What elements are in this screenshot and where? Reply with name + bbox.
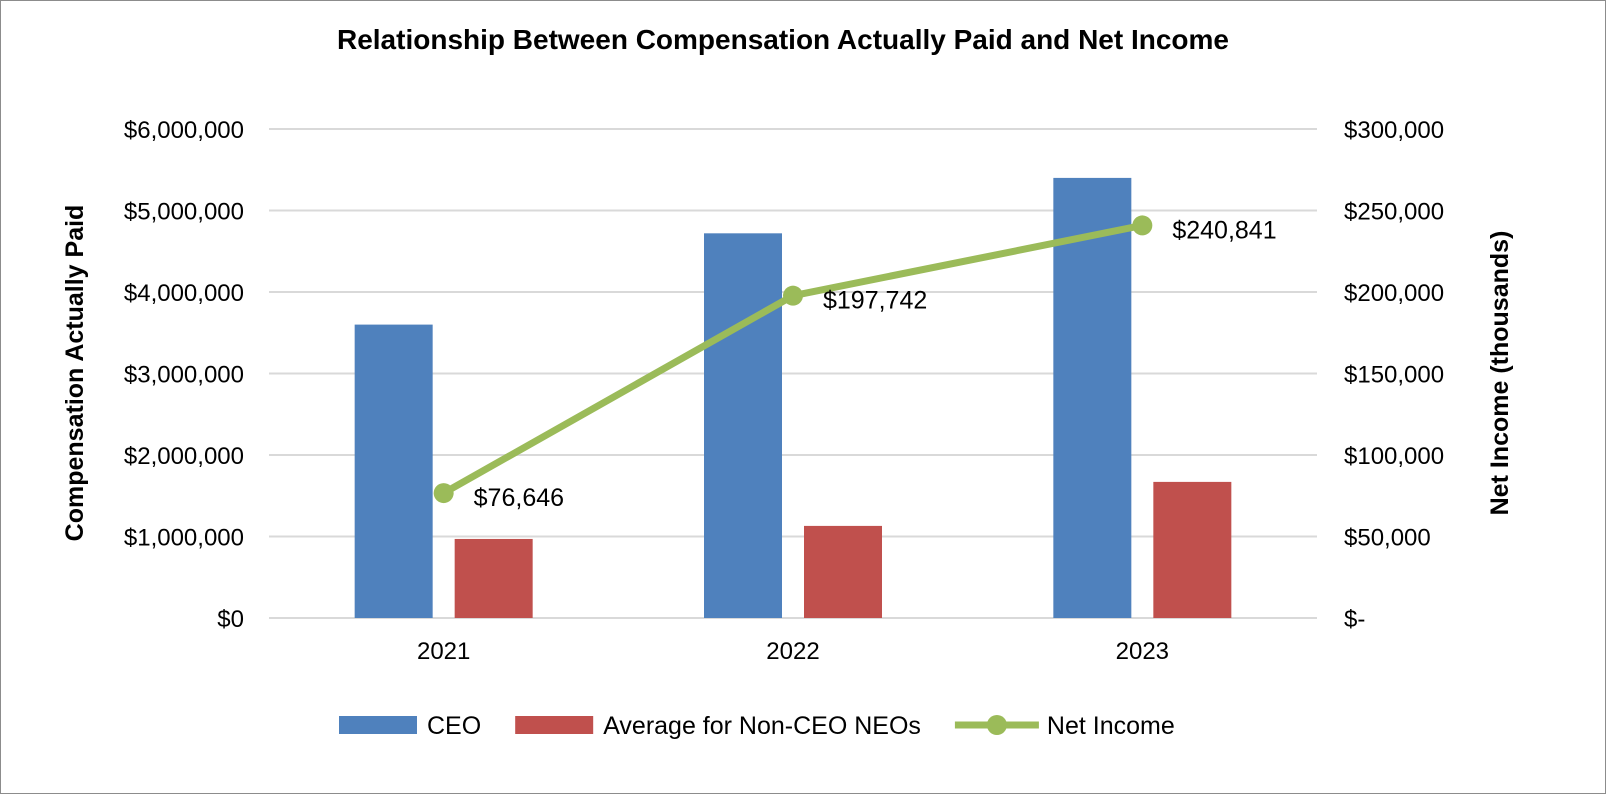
y-tick-label: $0 (217, 606, 244, 633)
legend: CEO Average for Non-CEO NEOs Net Income (339, 712, 1175, 740)
legend-swatch (515, 716, 594, 734)
legend-swatch-marker (986, 715, 1007, 735)
y2-tick-label: $200,000 (1344, 280, 1444, 307)
legend-label: Net Income (1047, 712, 1175, 740)
y-tick-label: $6,000,000 (124, 117, 244, 144)
net-income-data-label: $76,646 (474, 484, 564, 512)
axes: $0 $- $1,000,000 $50,000 $2,000,000 $100,000 $… (124, 117, 1444, 665)
net-income-line-path (441, 221, 1144, 497)
bar-average-for-non-ceo-neos-2022 (804, 525, 882, 618)
bar-ceo-2022 (704, 233, 782, 618)
x-tick-label: 2022 (766, 638, 819, 665)
bars (354, 177, 1232, 618)
legend-label: CEO (427, 712, 481, 740)
bar-average-for-non-ceo-neos-2021 (454, 538, 533, 618)
legend-swatch (339, 716, 417, 734)
y2-axis-title: Net Income (thousands) (1486, 231, 1514, 516)
net-income-point (1132, 215, 1153, 236)
net-income-data-label: $240,841 (1172, 216, 1276, 244)
x-tick-label: 2021 (417, 638, 470, 665)
bar-average-for-non-ceo-neos-2023 (1153, 481, 1232, 618)
y-axis-title: Compensation Actually Paid (61, 205, 89, 542)
y-tick-label: $3,000,000 (124, 362, 244, 389)
net-income-point (433, 483, 454, 504)
y-tick-label: $5,000,000 (124, 199, 244, 226)
y2-tick-label: $250,000 (1344, 199, 1444, 226)
y2-tick-label: $100,000 (1344, 443, 1444, 470)
legend-label: Average for Non-CEO NEOs (603, 712, 921, 740)
net-income-point (783, 285, 803, 306)
y2-tick-label: $50,000 (1344, 525, 1431, 552)
y2-tick-label: $300,000 (1344, 117, 1444, 144)
y2-tick-label: $- (1344, 606, 1365, 633)
x-tick-label: 2023 (1116, 638, 1169, 665)
net-income-data-label: $197,742 (823, 287, 927, 315)
net-income-line: $76,646 $197,742 $240,841 (433, 215, 1277, 512)
bar-ceo-2021 (354, 324, 433, 618)
chart-title: Relationship Between Compensation Actual… (337, 24, 1229, 55)
y2-tick-label: $150,000 (1344, 362, 1444, 389)
y-tick-label: $4,000,000 (124, 280, 244, 307)
y-tick-label: $1,000,000 (124, 525, 244, 552)
bar-ceo-2023 (1053, 177, 1132, 618)
y-tick-label: $2,000,000 (124, 443, 244, 470)
